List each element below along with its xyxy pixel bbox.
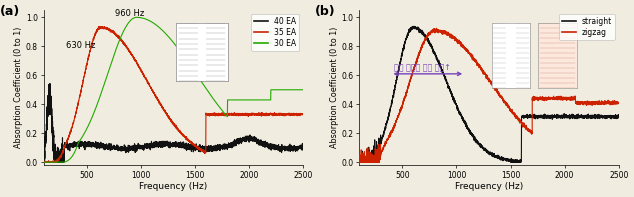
Text: 630 Hz: 630 Hz	[66, 41, 96, 50]
Legend: straight, zigzag: straight, zigzag	[559, 14, 615, 40]
Y-axis label: Absorption Coefficient (0 to 1): Absorption Coefficient (0 to 1)	[330, 27, 339, 148]
Y-axis label: Absorption Coefficient (0 to 1): Absorption Coefficient (0 to 1)	[14, 27, 23, 148]
Text: (a): (a)	[0, 6, 20, 19]
X-axis label: Frequency (Hz): Frequency (Hz)	[455, 182, 523, 191]
Text: 960 Hz: 960 Hz	[115, 9, 144, 18]
Text: 넓은 대역의 지음 성능↑: 넓은 대역의 지음 성능↑	[394, 63, 451, 72]
Text: (b): (b)	[315, 6, 335, 19]
X-axis label: Frequency (Hz): Frequency (Hz)	[139, 182, 207, 191]
Legend: 40 EA, 35 EA, 30 EA: 40 EA, 35 EA, 30 EA	[251, 14, 299, 51]
